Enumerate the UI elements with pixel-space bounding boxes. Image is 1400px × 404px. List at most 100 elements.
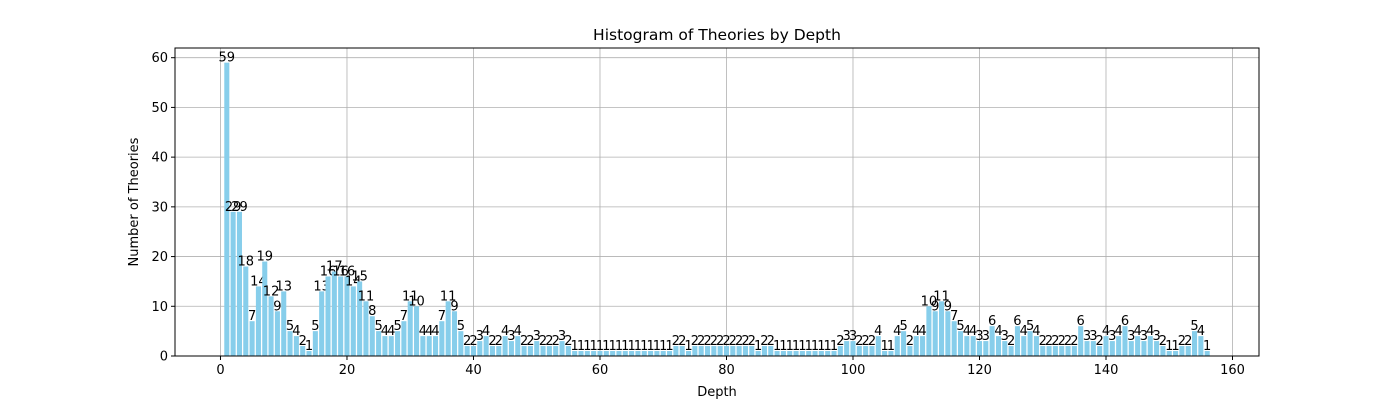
data-label: 4 <box>514 324 522 339</box>
bar <box>825 351 831 356</box>
data-label: 5 <box>1026 319 1034 334</box>
data-label: 9 <box>931 299 939 314</box>
data-label: 1 <box>754 339 762 354</box>
bar <box>622 351 628 356</box>
data-label: 17 <box>326 259 343 274</box>
plot-frame <box>174 47 1260 357</box>
bar <box>1204 351 1210 356</box>
data-label: 1 <box>634 339 642 354</box>
bar <box>553 346 559 356</box>
bar <box>1046 346 1052 356</box>
data-label: 4 <box>912 324 920 339</box>
bar <box>420 336 426 356</box>
data-label: 1 <box>792 339 800 354</box>
bar <box>1027 331 1033 356</box>
x-tick-label: 60 <box>592 363 609 378</box>
y-axis-label: Number of Theories <box>127 137 142 266</box>
data-label: 1 <box>571 339 579 354</box>
bar <box>983 341 989 356</box>
bar <box>673 346 679 356</box>
bar <box>616 351 622 356</box>
bar <box>439 321 445 356</box>
bar <box>1128 341 1134 356</box>
data-label: 2 <box>767 334 775 349</box>
data-label: 3 <box>533 329 541 344</box>
x-tick-label: 160 <box>1220 363 1245 378</box>
x-tick-label: 20 <box>339 363 356 378</box>
data-label: 2 <box>868 334 876 349</box>
data-label: 4 <box>482 324 490 339</box>
data-label: 9 <box>944 299 952 314</box>
bar <box>584 351 590 356</box>
bar <box>742 346 748 356</box>
bar <box>414 306 420 356</box>
data-label: 3 <box>982 329 990 344</box>
data-label: 1 <box>779 339 787 354</box>
bar <box>388 336 394 356</box>
bar <box>268 296 274 356</box>
data-label: 4 <box>963 324 971 339</box>
bar <box>932 311 938 356</box>
data-label: 2 <box>735 334 743 349</box>
data-label: 3 <box>507 329 515 344</box>
bar <box>780 351 786 356</box>
data-label: 1 <box>659 339 667 354</box>
data-label: 1 <box>798 339 806 354</box>
y-tick-label: 30 <box>151 200 168 215</box>
bar <box>331 271 337 356</box>
data-label: 2 <box>741 334 749 349</box>
data-label: 4 <box>1102 324 1110 339</box>
chart-title: Histogram of Theories by Depth <box>593 26 841 44</box>
bar <box>546 346 552 356</box>
data-label: 11 <box>440 289 457 304</box>
data-label: 4 <box>994 324 1002 339</box>
data-label: 2 <box>678 334 686 349</box>
data-label: 3 <box>1140 329 1148 344</box>
data-label: 2 <box>463 334 471 349</box>
data-label: 2 <box>906 334 914 349</box>
y-tick-label: 60 <box>151 51 168 66</box>
data-label: 9 <box>450 299 458 314</box>
bar <box>293 336 299 356</box>
bar <box>755 351 761 356</box>
data-label: 11 <box>933 289 950 304</box>
data-label: 7 <box>400 309 408 324</box>
bar <box>907 346 913 356</box>
bar <box>1021 336 1027 356</box>
bar <box>1097 346 1103 356</box>
data-label: 29 <box>231 200 248 215</box>
data-label: 16 <box>339 264 356 279</box>
data-label: 8 <box>368 304 376 319</box>
data-label: 2 <box>1051 334 1059 349</box>
bar <box>325 276 331 356</box>
bar <box>1033 336 1039 356</box>
data-label: 3 <box>558 329 566 344</box>
bar <box>357 281 363 356</box>
data-label: 2 <box>1178 334 1186 349</box>
data-label: 5 <box>374 319 382 334</box>
bar <box>312 331 318 356</box>
x-tick-label: 0 <box>216 363 224 378</box>
data-label: 2 <box>299 334 307 349</box>
data-label: 4 <box>1146 324 1154 339</box>
bar <box>1090 341 1096 356</box>
bar <box>1109 341 1115 356</box>
bar <box>692 346 698 356</box>
bar <box>540 346 546 356</box>
bar <box>508 341 514 356</box>
data-label: 4 <box>893 324 901 339</box>
bar <box>629 351 635 356</box>
bar <box>920 336 926 356</box>
data-label: 4 <box>918 324 926 339</box>
data-label: 2 <box>716 334 724 349</box>
data-label: 2 <box>697 334 705 349</box>
bar <box>913 336 919 356</box>
bar <box>863 346 869 356</box>
x-tick-label: 100 <box>841 363 866 378</box>
data-label: 4 <box>292 324 300 339</box>
data-label: 2 <box>722 334 730 349</box>
bar <box>319 291 325 356</box>
data-label: 2 <box>710 334 718 349</box>
data-label: 4 <box>387 324 395 339</box>
